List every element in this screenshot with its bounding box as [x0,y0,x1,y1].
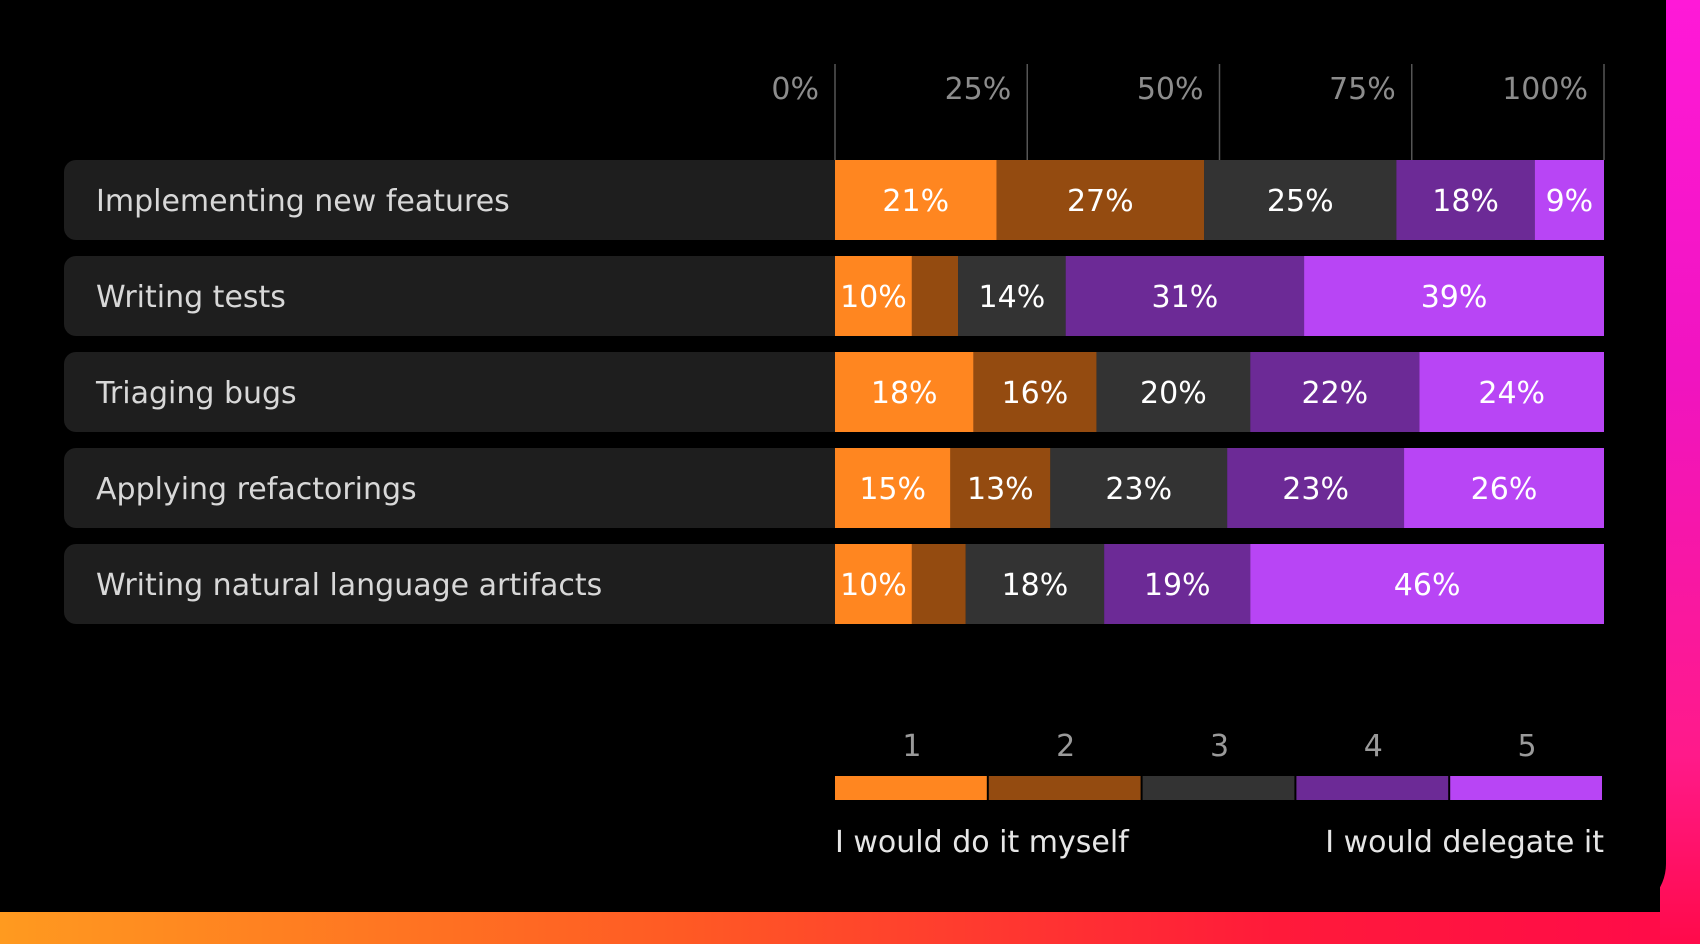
data-label: 10% [840,568,907,603]
data-label: 16% [1002,376,1069,411]
legend-swatch [835,776,987,800]
legend-item-label: 5 [1518,729,1537,764]
legend-item-label: 4 [1364,729,1383,764]
legend-low-label: I would do it myself [835,825,1130,860]
bar-segment [835,544,912,624]
bar-row: Implementing new features 21% 27% 25% 18% 9% [64,160,1604,240]
bar-segment [835,448,951,528]
legend-high-label: I would delegate it [1325,825,1604,860]
category-label: Writing tests [96,280,286,315]
data-label: 15% [859,472,926,507]
bar-row: Writing tests 10% 14% 31% 39% [64,256,1604,336]
data-label: 46% [1394,568,1461,603]
legend-swatch [988,776,1141,800]
data-label: 19% [1144,568,1211,603]
bar-segment [911,544,966,624]
bar-segment [1250,544,1604,624]
bar-segment [835,256,912,336]
gridlines [834,64,1605,160]
data-label: 13% [967,472,1034,507]
bar-row: Applying refactorings 15% 13% 23% 23% 26% [64,448,1604,528]
bar-segment [958,256,1066,336]
bar-segment [1050,448,1228,528]
bar-segment [1396,160,1535,240]
bar-segment [1065,256,1305,336]
bar-segment [1250,352,1420,432]
gradient-frame-bottom [0,912,1700,944]
x-tick-label: 50% [1137,72,1204,107]
legend-swatch [1142,776,1295,800]
data-label: 26% [1471,472,1538,507]
x-tick-label: 75% [1329,72,1396,107]
bar-rows: Implementing new features 21% 27% 25% 18% 9% W… [64,160,1604,624]
data-label: 24% [1478,376,1545,411]
bar-segment [1404,448,1604,528]
bar-segment [996,160,1205,240]
data-label: 25% [1267,184,1334,219]
legend-item-label: 2 [1056,729,1075,764]
x-axis-ticks: 0% 25% 50% 75% 100% [771,72,1588,107]
legend-swatch [1450,776,1602,800]
data-label: 21% [882,184,949,219]
data-label: 18% [1002,568,1069,603]
bar-segment [965,544,1105,624]
category-label: Triaging bugs [95,376,297,411]
data-label: 39% [1421,280,1488,315]
data-label: 14% [979,280,1046,315]
bar-segment [1419,352,1604,432]
bar-row: Writing natural language artifacts 10% 18%… [64,544,1604,624]
bar-row: Triaging bugs 18% 16% 20% 22% 24% [64,352,1604,432]
gradient-frame-right [1660,0,1700,944]
data-label: 10% [840,280,907,315]
legend-swatch [1296,776,1449,800]
bar-segment [1096,352,1251,432]
category-label: Implementing new features [96,184,510,219]
data-label: 18% [871,376,938,411]
bar-segment [1534,160,1604,240]
data-label: 20% [1140,376,1207,411]
x-tick-label: 25% [945,72,1012,107]
x-tick-label: 0% [771,72,819,107]
legend-item-label: 1 [902,729,921,764]
data-label: 23% [1105,472,1172,507]
data-label: 31% [1152,280,1219,315]
bar-segment [835,160,997,240]
legend-item-label: 3 [1210,729,1229,764]
bar-segment [835,352,974,432]
bar-segment [1204,160,1397,240]
bar-segment [950,448,1051,528]
bar-segment [1227,448,1405,528]
bar-segment [973,352,1097,432]
category-label: Writing natural language artifacts [96,568,602,603]
data-label: 27% [1067,184,1134,219]
bar-segment [1304,256,1604,336]
data-label: 23% [1282,472,1349,507]
bar-segment [911,256,959,336]
data-label: 9% [1546,184,1594,219]
bar-segment [1104,544,1251,624]
data-label: 18% [1432,184,1499,219]
legend: 1 2 3 4 5 I would do it myself I would delegat… [835,729,1604,860]
x-tick-label: 100% [1502,72,1588,107]
category-label: Applying refactorings [96,472,417,507]
data-label: 22% [1302,376,1369,411]
